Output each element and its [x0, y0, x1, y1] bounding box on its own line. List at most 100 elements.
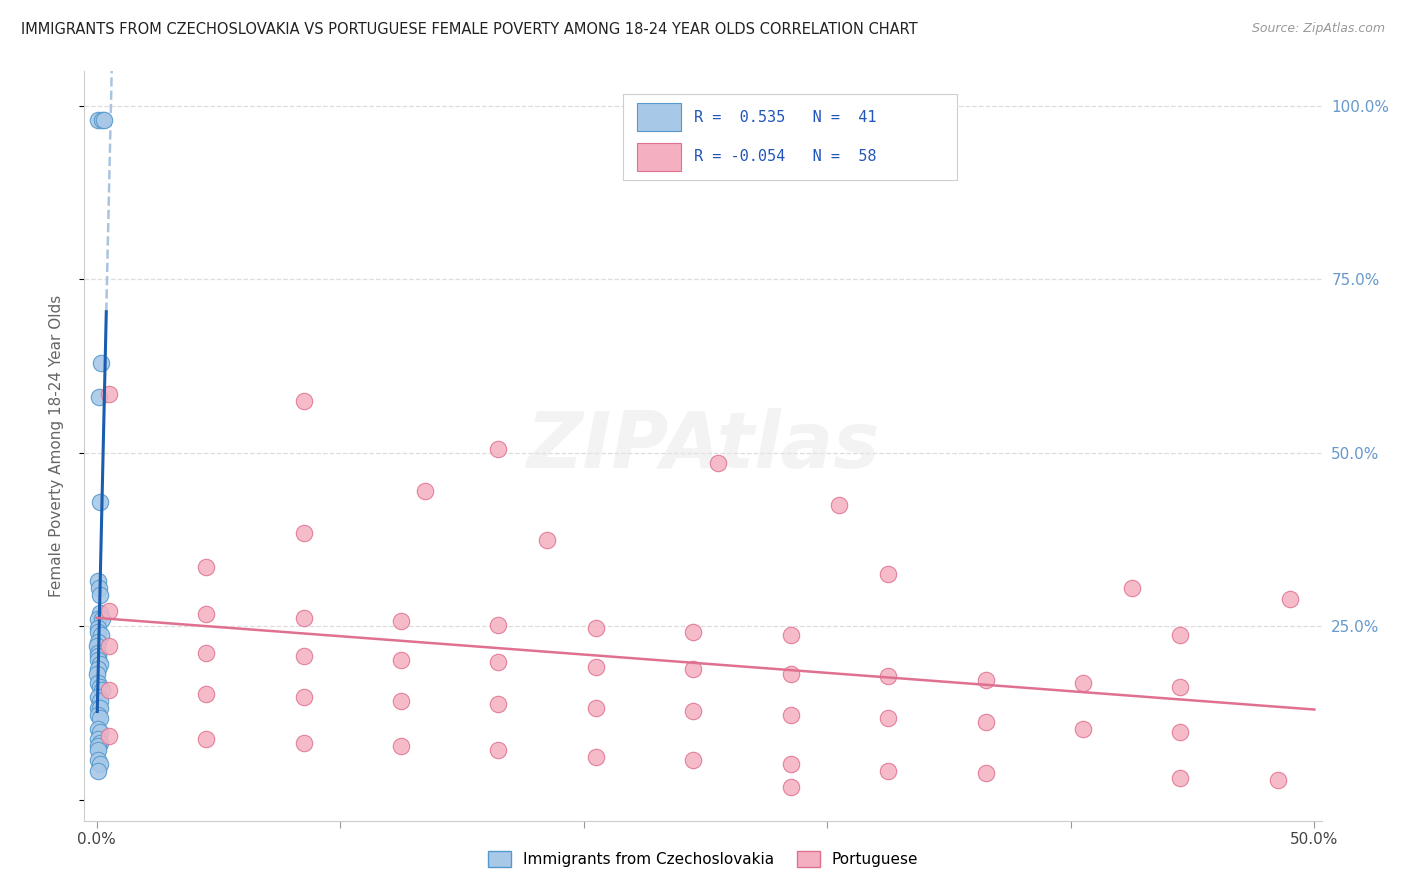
Point: [1278, 591, 1301, 606]
Point: [87, 612, 110, 626]
Point: [87, 753, 110, 767]
Point: [1267, 773, 1289, 788]
Point: [97, 604, 120, 618]
Point: [389, 694, 412, 708]
Point: [828, 498, 851, 512]
Point: [585, 621, 607, 635]
Point: [1170, 724, 1192, 739]
Point: [86, 666, 108, 681]
Point: [86, 648, 108, 663]
Point: [89, 681, 111, 695]
Point: [195, 687, 218, 701]
Point: [706, 456, 728, 470]
Point: [195, 607, 218, 621]
Text: ZIPAtlas: ZIPAtlas: [526, 408, 880, 484]
Point: [974, 766, 997, 780]
Point: [486, 618, 509, 632]
Point: [486, 697, 509, 711]
Point: [195, 560, 218, 574]
Point: [389, 739, 412, 753]
Point: [585, 701, 607, 715]
Point: [89, 657, 111, 671]
Point: [87, 634, 110, 648]
Point: [87, 653, 110, 667]
Point: [90, 112, 112, 127]
Point: [1071, 722, 1094, 736]
Point: [86, 624, 108, 639]
Point: [87, 690, 110, 705]
Point: [87, 621, 110, 635]
Point: [87, 646, 110, 660]
Point: [682, 662, 704, 676]
Point: [415, 484, 437, 499]
Point: [292, 690, 315, 705]
Point: [682, 753, 704, 767]
Point: [1170, 681, 1192, 695]
Bar: [637, 103, 681, 131]
Point: [87, 676, 110, 690]
Point: [97, 639, 120, 653]
Point: [87, 708, 110, 723]
Point: [292, 648, 315, 663]
Point: [93, 112, 115, 127]
Point: [779, 780, 801, 795]
Point: [292, 611, 315, 625]
Point: [585, 749, 607, 764]
Point: [877, 567, 900, 582]
Point: [195, 731, 218, 746]
Point: [682, 704, 704, 718]
Point: [87, 112, 110, 127]
Point: [389, 614, 412, 628]
Point: [1170, 771, 1192, 785]
Text: R =  0.535   N =  41: R = 0.535 N = 41: [695, 110, 877, 125]
Point: [486, 656, 509, 670]
Point: [89, 711, 111, 725]
Point: [1170, 628, 1192, 642]
Point: [89, 391, 111, 405]
Point: [90, 356, 112, 370]
Point: [89, 588, 111, 602]
Point: [585, 659, 607, 673]
Point: [779, 708, 801, 723]
Point: [877, 711, 900, 725]
Point: [87, 722, 110, 736]
Text: R = -0.054   N =  58: R = -0.054 N = 58: [695, 149, 877, 164]
Point: [86, 739, 108, 753]
Point: [682, 624, 704, 639]
Point: [87, 764, 110, 778]
Point: [486, 743, 509, 757]
Point: [389, 653, 412, 667]
Point: [779, 628, 801, 642]
Point: [877, 764, 900, 778]
Point: [974, 673, 997, 688]
Point: [87, 701, 110, 715]
Point: [1071, 676, 1094, 690]
Point: [89, 736, 111, 750]
Point: [292, 393, 315, 408]
Point: [292, 525, 315, 540]
Point: [87, 743, 110, 757]
Point: [89, 694, 111, 708]
Bar: [637, 143, 681, 171]
Point: [89, 701, 111, 715]
Y-axis label: Female Poverty Among 18-24 Year Olds: Female Poverty Among 18-24 Year Olds: [49, 295, 63, 597]
Text: IMMIGRANTS FROM CZECHOSLOVAKIA VS PORTUGUESE FEMALE POVERTY AMONG 18-24 YEAR OLD: IMMIGRANTS FROM CZECHOSLOVAKIA VS PORTUG…: [21, 22, 918, 37]
Point: [536, 533, 558, 547]
Legend: Immigrants from Czechoslovakia, Portuguese: Immigrants from Czechoslovakia, Portugue…: [481, 845, 925, 873]
Point: [90, 683, 112, 698]
Point: [97, 683, 120, 698]
Point: [877, 669, 900, 683]
Point: [89, 724, 111, 739]
Point: [97, 387, 120, 401]
Point: [91, 612, 114, 626]
Point: [1121, 581, 1143, 595]
Point: [90, 628, 112, 642]
Point: [486, 442, 509, 457]
Point: [86, 639, 108, 653]
Point: [974, 715, 997, 730]
Point: [87, 731, 110, 746]
Point: [97, 729, 120, 743]
Point: [87, 581, 110, 595]
Point: [89, 494, 111, 508]
Text: Source: ZipAtlas.com: Source: ZipAtlas.com: [1251, 22, 1385, 36]
